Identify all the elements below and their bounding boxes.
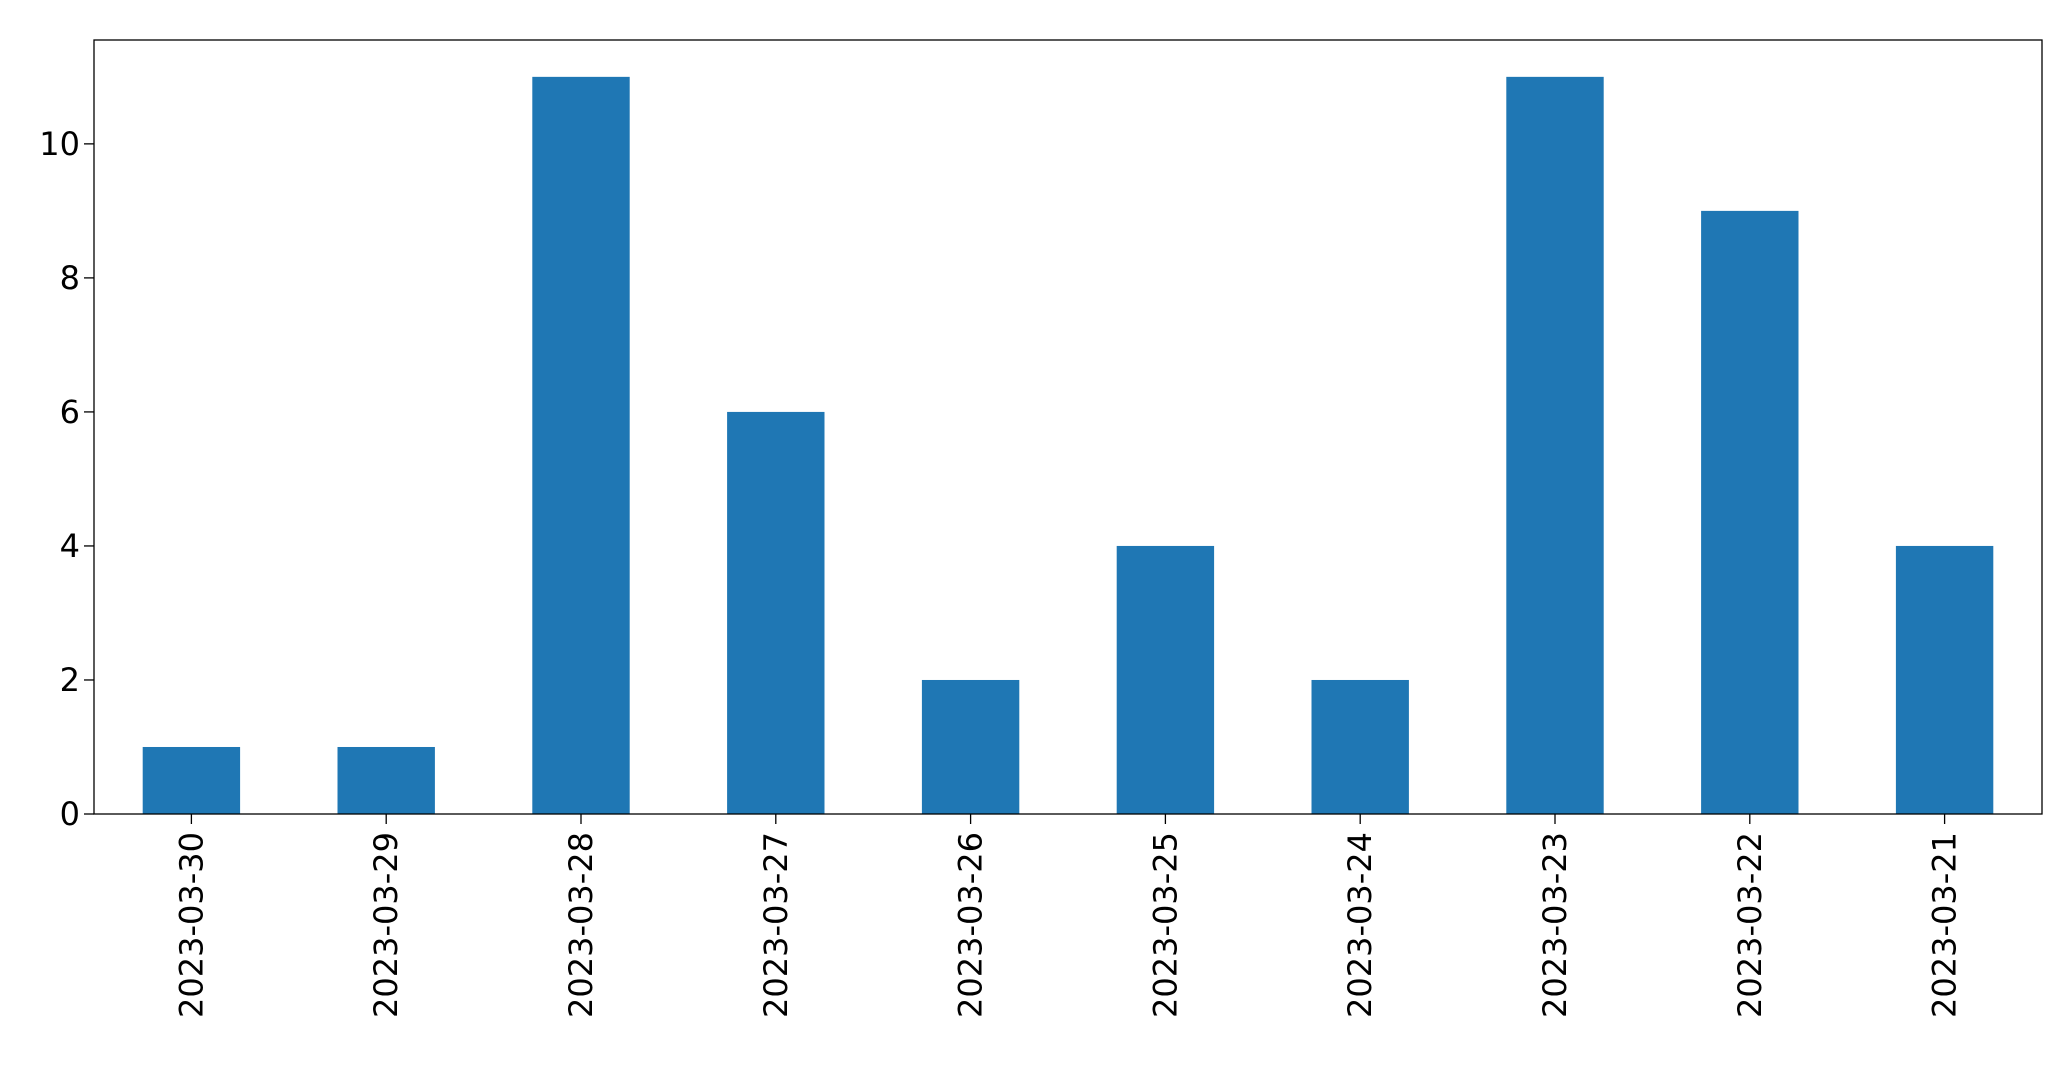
bars-group	[142, 76, 1994, 815]
plot-area-frame	[93, 39, 2043, 815]
x-tick-label: 2023-03-24	[1341, 832, 1379, 1018]
x-tick-label: 2023-03-27	[757, 832, 795, 1018]
x-tick-label: 2023-03-30	[172, 832, 210, 1018]
bar-2023-03-26	[921, 679, 1020, 814]
bar-2023-03-24	[1311, 679, 1409, 814]
y-tick-label: 2	[60, 661, 80, 699]
bar-2023-03-22	[1701, 210, 1799, 814]
y-tick-label: 6	[60, 393, 80, 431]
bar-2023-03-28	[532, 76, 630, 815]
x-tick-label: 2023-03-22	[1731, 832, 1769, 1018]
bar-2023-03-30	[142, 746, 241, 814]
x-tick-label: 2023-03-23	[1536, 832, 1574, 1018]
bar-2023-03-23	[1506, 76, 1604, 815]
y-tick-label: 0	[60, 795, 80, 833]
x-tick-label: 2023-03-21	[1926, 832, 1964, 1018]
y-axis: 0 2 4 6 8 10	[39, 125, 94, 833]
y-tick-label: 8	[60, 259, 80, 297]
x-tick-label: 2023-03-25	[1146, 832, 1184, 1018]
bar-2023-03-21	[1895, 545, 1994, 814]
y-tick-label: 10	[39, 125, 80, 163]
bar-2023-03-27	[727, 411, 825, 814]
x-tick-label: 2023-03-29	[367, 832, 405, 1018]
bar-2023-03-25	[1116, 545, 1215, 814]
x-tick-label: 2023-03-26	[952, 832, 990, 1018]
y-tick-label: 4	[60, 527, 80, 565]
x-axis: 2023-03-30 2023-03-29 2023-03-28 2023-03-27…	[172, 814, 1964, 1018]
x-tick-label: 2023-03-28	[562, 832, 600, 1018]
bar-2023-03-29	[337, 746, 435, 814]
